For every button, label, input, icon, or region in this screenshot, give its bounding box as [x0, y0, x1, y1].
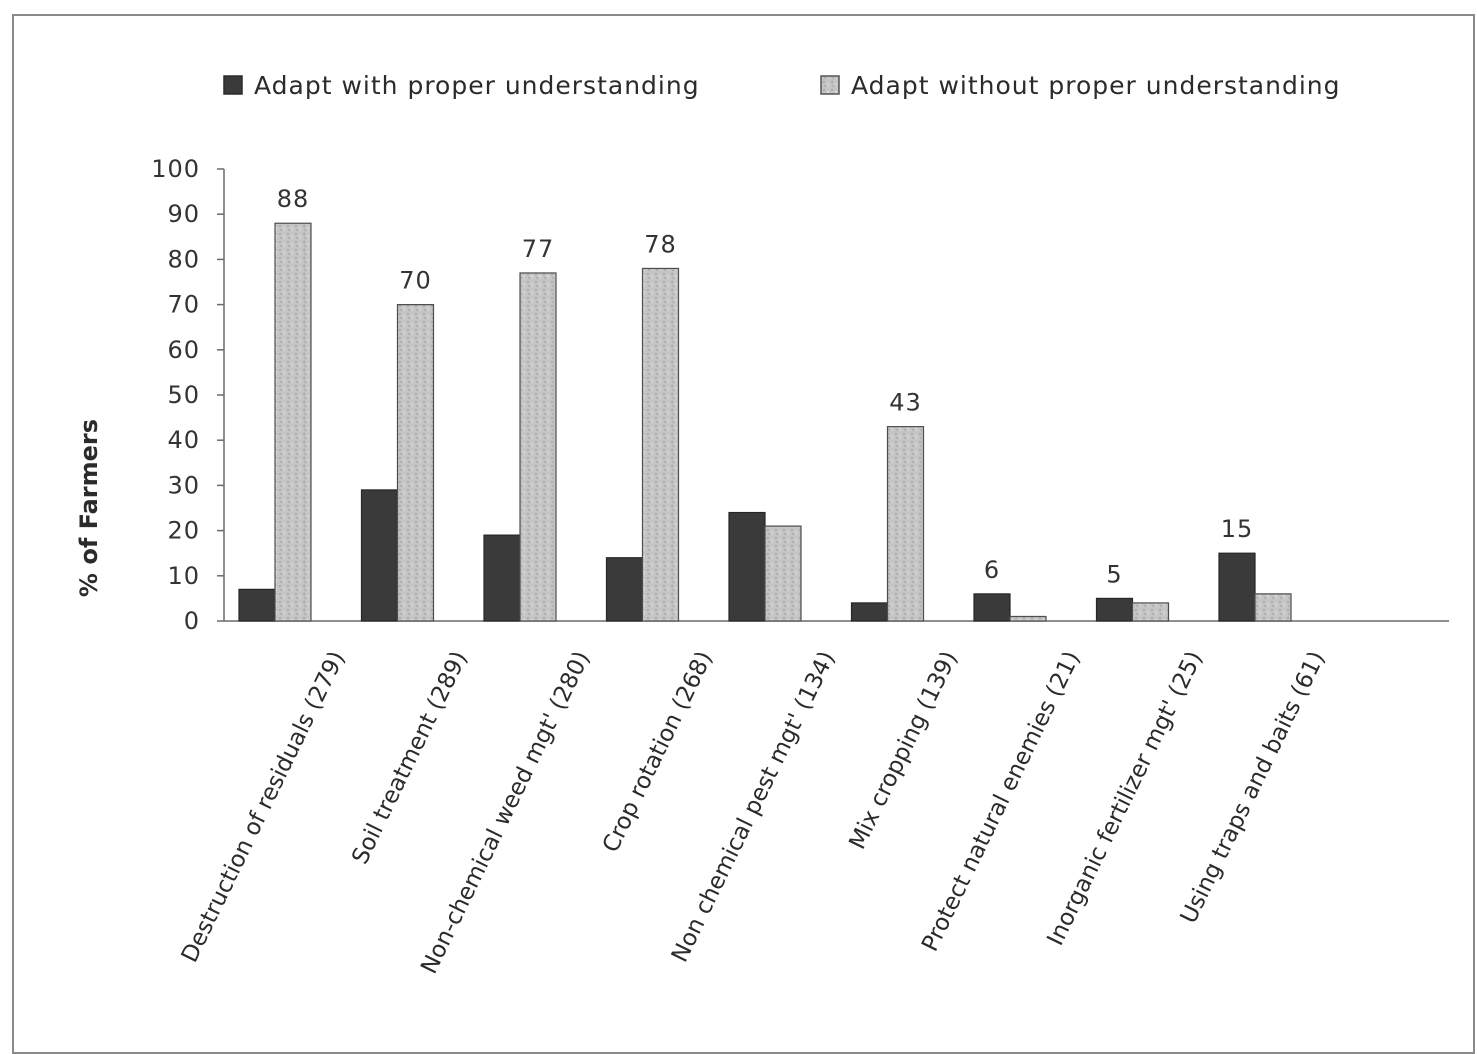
- y-tick-label: 30: [167, 471, 200, 499]
- bar-with-understanding: [728, 511, 766, 622]
- bar-without-understanding: [274, 222, 312, 622]
- data-label: 6: [984, 556, 1000, 584]
- y-tick-label: 0: [184, 607, 200, 635]
- data-label: 5: [1106, 560, 1122, 588]
- bar-without-understanding: [764, 525, 802, 622]
- data-label: 78: [644, 230, 677, 258]
- y-tick-label: 10: [167, 562, 200, 590]
- category-label: Destruction of residuals (279): [177, 647, 351, 966]
- legend-swatch-1: [223, 75, 243, 95]
- data-label: 43: [889, 389, 922, 417]
- y-tick-label: 70: [167, 291, 200, 319]
- y-tick-label: 90: [167, 200, 200, 228]
- bar-with-understanding: [238, 588, 276, 622]
- y-tick-label: 50: [167, 381, 200, 409]
- category-label: Soil treatment (289): [347, 647, 473, 868]
- bar-with-understanding: [1095, 597, 1134, 622]
- bar-with-understanding: [605, 557, 644, 622]
- legend-swatch-2: [820, 75, 840, 95]
- category-label: Crop rotation (268): [598, 647, 718, 856]
- category-label: Mix cropping (139): [845, 647, 963, 853]
- data-label: 70: [399, 267, 432, 295]
- legend-label-2: Adapt without proper understanding: [851, 71, 1341, 100]
- legend-label-1: Adapt with proper understanding: [254, 71, 700, 100]
- bar-with-understanding: [360, 489, 399, 622]
- bar-without-understanding: [641, 267, 680, 622]
- category-labels: Destruction of residuals (279)Soil treat…: [177, 647, 1331, 978]
- data-label: 77: [522, 235, 555, 263]
- bars: [238, 222, 1292, 622]
- bar-with-understanding: [850, 602, 889, 622]
- y-tick-label: 80: [167, 245, 200, 273]
- bar-without-understanding: [1009, 615, 1047, 622]
- y-tick-label: 40: [167, 426, 200, 454]
- legend: Adapt with proper understanding Adapt wit…: [223, 71, 1341, 100]
- y-tick-label: 100: [151, 155, 200, 183]
- chart-svg: Adapt with proper understanding Adapt wit…: [75, 71, 1449, 978]
- bar-without-understanding: [396, 304, 435, 622]
- y-tick-label: 60: [167, 336, 200, 364]
- category-label: Using traps and baits (61): [1176, 647, 1331, 927]
- bar-with-understanding: [1218, 552, 1256, 622]
- data-label: 15: [1221, 515, 1254, 543]
- bar-with-understanding: [973, 593, 1011, 622]
- bar-without-understanding: [1254, 593, 1292, 622]
- chart-frame: Adapt with proper understanding Adapt wit…: [12, 14, 1475, 1054]
- bar-with-understanding: [483, 534, 521, 622]
- bar-without-understanding: [1131, 602, 1170, 622]
- data-label: 88: [277, 185, 310, 213]
- bar-without-understanding: [519, 272, 557, 622]
- y-tick-label: 20: [167, 517, 200, 545]
- data-labels: 88 70 77 78 43 6 5 15: [277, 185, 1254, 588]
- y-axis-title: % of Farmers: [75, 419, 103, 597]
- bar-without-understanding: [886, 426, 925, 622]
- y-axis: 0 10 20 30 40 50 60 70 80 90 100: [151, 155, 225, 635]
